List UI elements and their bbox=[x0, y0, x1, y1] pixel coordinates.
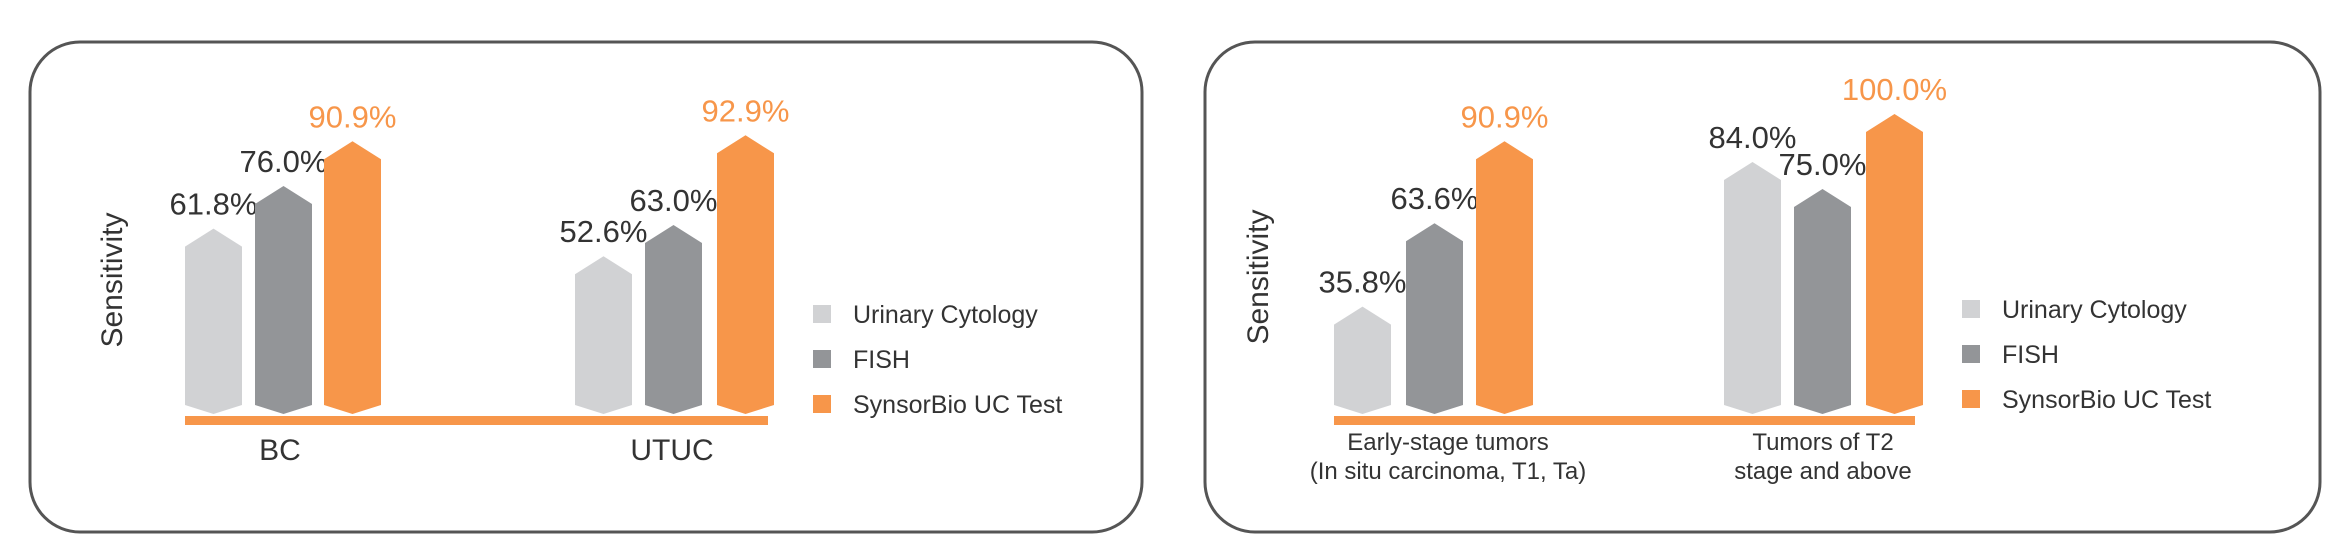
category-label: Early-stage tumors (In situ carcinoma, T1… bbox=[1310, 429, 1587, 485]
legend-swatch bbox=[813, 395, 831, 413]
legend-label: SynsorBio UC Test bbox=[853, 391, 1062, 419]
legend-label: SynsorBio UC Test bbox=[2002, 386, 2211, 414]
data-label: 84.0% bbox=[1709, 120, 1797, 155]
category-label: UTUC bbox=[630, 434, 713, 467]
data-label: 52.6% bbox=[560, 214, 648, 249]
chart-frame bbox=[1203, 40, 2322, 534]
data-label: 92.9% bbox=[702, 93, 790, 128]
bar-synsorbio-uc-test-1 bbox=[1476, 141, 1533, 415]
bar-urinary-cytology-2 bbox=[1724, 162, 1781, 414]
bar-fish-1 bbox=[255, 186, 312, 414]
baseline-bar bbox=[1334, 416, 1915, 425]
data-label: 90.9% bbox=[309, 99, 397, 134]
legend-swatch bbox=[1962, 390, 1980, 408]
legend-swatch bbox=[813, 305, 831, 323]
legend-swatch bbox=[1962, 345, 1980, 363]
data-label: 63.0% bbox=[630, 183, 718, 218]
legend-label: Urinary Cytology bbox=[853, 301, 1038, 329]
data-label: 35.8% bbox=[1319, 265, 1407, 300]
category-label: Tumors of T2 stage and above bbox=[1734, 429, 1911, 485]
bar-urinary-cytology-1 bbox=[1334, 306, 1391, 414]
bar-synsorbio-uc-test-2 bbox=[717, 135, 774, 415]
data-label: 63.6% bbox=[1391, 181, 1479, 216]
chart-panel-2: Sensitivity 35.8% 84.0% 63.6% 75.0% 90.9% 100.… bbox=[1203, 40, 2322, 534]
data-label: 75.0% bbox=[1779, 147, 1867, 182]
category-label: BC bbox=[259, 434, 301, 467]
bar-synsorbio-uc-test-2 bbox=[1866, 114, 1923, 414]
chart-frame bbox=[28, 40, 1144, 534]
baseline-bar bbox=[185, 416, 768, 425]
bar-urinary-cytology-1 bbox=[185, 228, 242, 414]
data-label: 90.9% bbox=[1461, 99, 1549, 134]
legend-swatch bbox=[1962, 300, 1980, 318]
bar-fish-2 bbox=[1794, 189, 1851, 414]
y-axis-label: Sensitivity bbox=[1242, 209, 1275, 344]
bar-synsorbio-uc-test-1 bbox=[324, 141, 381, 415]
data-label: 61.8% bbox=[170, 187, 258, 222]
legend-label: Urinary Cytology bbox=[2002, 296, 2187, 324]
bar-urinary-cytology-2 bbox=[575, 256, 632, 414]
bar-fish-1 bbox=[1406, 223, 1463, 414]
legend-swatch bbox=[813, 350, 831, 368]
legend-label: FISH bbox=[2002, 341, 2059, 369]
bar-fish-2 bbox=[645, 225, 702, 414]
data-label: 100.0% bbox=[1842, 72, 1947, 107]
chart-panel-1: Sensitivity 61.8% 52.6% 76.0% 63.0% 90.9% 92.9… bbox=[28, 40, 1144, 534]
legend-label: FISH bbox=[853, 346, 910, 374]
data-label: 76.0% bbox=[240, 144, 328, 179]
y-axis-label: Sensitivity bbox=[96, 212, 129, 347]
